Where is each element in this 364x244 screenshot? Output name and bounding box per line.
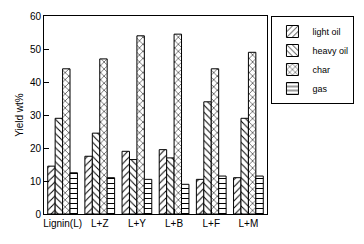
svg-text:30: 30 xyxy=(30,110,42,121)
svg-text:gas: gas xyxy=(312,84,327,94)
svg-text:light oil: light oil xyxy=(312,27,340,37)
svg-text:heavy oil: heavy oil xyxy=(312,46,348,56)
svg-text:L+F: L+F xyxy=(202,218,220,229)
svg-text:Yield wt%: Yield wt% xyxy=(14,93,25,137)
svg-text:L+Y: L+Y xyxy=(128,218,146,229)
svg-text:L+Z: L+Z xyxy=(91,218,109,229)
svg-text:L+M: L+M xyxy=(239,218,259,229)
svg-text:L+B: L+B xyxy=(165,218,183,229)
svg-text:0: 0 xyxy=(35,209,41,220)
svg-text:50: 50 xyxy=(30,44,42,55)
svg-text:20: 20 xyxy=(30,143,42,154)
svg-text:char: char xyxy=(312,65,330,75)
svg-text:40: 40 xyxy=(30,77,42,88)
svg-text:10: 10 xyxy=(30,176,42,187)
svg-text:Lignin(L): Lignin(L) xyxy=(43,218,82,229)
svg-text:60: 60 xyxy=(30,11,42,22)
